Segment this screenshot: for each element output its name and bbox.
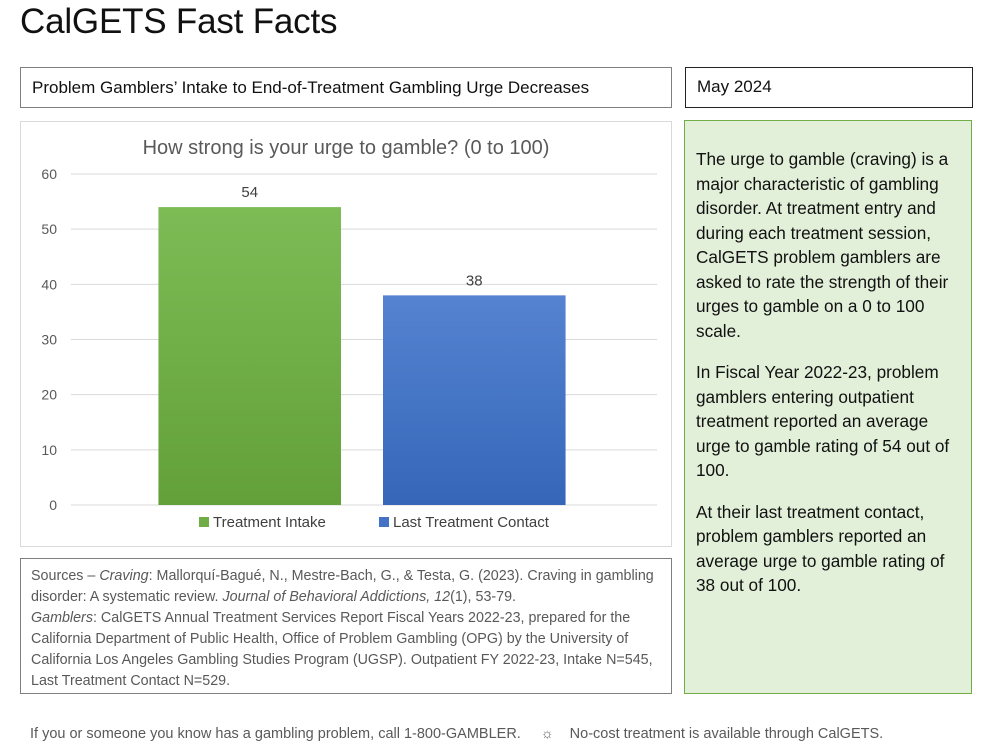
gamblers-label: Gamblers: [31, 610, 93, 626]
journal-name: Journal of Behavioral Addictions, 12: [222, 589, 451, 605]
sun-icon: ☼: [540, 725, 554, 741]
y-tick-label: 20: [41, 387, 57, 403]
legend-label: Treatment Intake: [213, 514, 326, 531]
craving-citation: : Mallorquí-Bagué, N., Mestre-Bach, G., …: [31, 568, 654, 605]
sources-prefix: Sources –: [31, 568, 100, 584]
y-tick-label: 0: [49, 497, 57, 513]
y-tick-label: 40: [41, 276, 57, 292]
legend-swatch: [199, 517, 209, 527]
date-text: May 2024: [697, 77, 772, 96]
data-label: 38: [466, 272, 483, 289]
bar-last-treatment-contact: [383, 295, 566, 505]
y-tick-label: 10: [41, 442, 57, 458]
info-panel: The urge to gamble (craving) is a major …: [684, 120, 972, 694]
y-tick-label: 50: [41, 221, 57, 237]
y-tick-label: 30: [41, 332, 57, 348]
info-paragraph: The urge to gamble (craving) is a major …: [696, 149, 949, 341]
legend-swatch: [379, 517, 389, 527]
sources-box: Sources – Craving: Mallorquí-Bagué, N., …: [20, 558, 672, 694]
craving-citation-end: (1), 53-79.: [450, 589, 517, 605]
data-label: 54: [241, 184, 258, 201]
legend-label: Last Treatment Contact: [393, 514, 550, 531]
page-title: CalGETS Fast Facts: [20, 2, 338, 41]
bar-treatment-intake: [158, 207, 341, 505]
chart-legend: Treatment Intake Last Treatment Contact: [199, 514, 550, 531]
chart-svg: 0 10 20 30 40 50 60 54 38 How strong is your urg…: [41, 137, 657, 531]
subtitle-box: Problem Gamblers’ Intake to End-of-Treat…: [20, 67, 672, 108]
bar-chart: 0 10 20 30 40 50 60 54 38 How strong is your urg…: [20, 121, 672, 547]
chart-title: How strong is your urge to gamble? (0 to…: [143, 137, 550, 159]
gamblers-citation: : CalGETS Annual Treatment Services Repo…: [31, 610, 653, 689]
footer-helpline-text: If you or someone you know has a gamblin…: [30, 726, 521, 742]
footer-treatment-text: No-cost treatment is available through C…: [569, 726, 884, 742]
date-box: May 2024: [685, 67, 973, 108]
info-paragraph: At their last treatment contact, problem…: [696, 501, 945, 596]
craving-label: Craving: [99, 568, 149, 584]
footer: If you or someone you know has a gamblin…: [30, 725, 883, 742]
info-paragraph: In Fiscal Year 2022-23, problem gamblers…: [696, 362, 950, 480]
y-tick-label: 60: [41, 166, 57, 182]
subtitle-text: Problem Gamblers’ Intake to End-of-Treat…: [32, 78, 590, 97]
